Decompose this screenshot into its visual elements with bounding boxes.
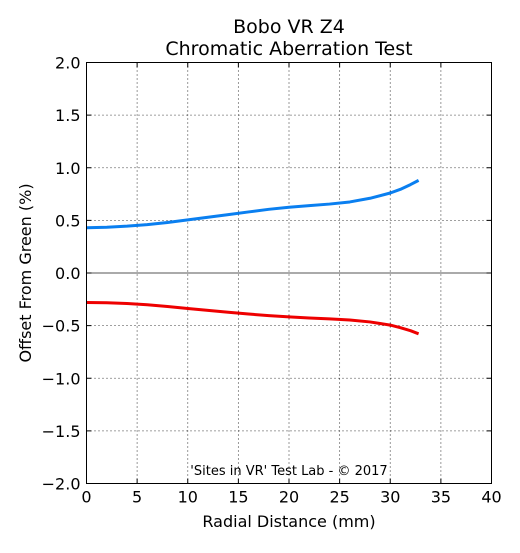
chart-subtitle: Chromatic Aberration Test	[165, 38, 412, 60]
plot-frame	[86, 62, 492, 484]
x-tick-label: 20	[279, 488, 299, 507]
y-tick-labels: −2.0 −1.5 −1.0 −0.5 0.0 0.5 1.0 1.5 2.0	[42, 54, 81, 494]
y-tick-label: 0.0	[55, 264, 80, 283]
x-tick-label: 0	[81, 488, 91, 507]
series-line-1	[86, 300, 420, 336]
y-axis-label: Offset From Green (%)	[16, 183, 35, 362]
y-tick-label: 1.0	[55, 159, 80, 178]
x-tick-label: 15	[228, 488, 248, 507]
y-tick-label: −0.5	[42, 317, 81, 336]
y-tick-label: −1.0	[42, 369, 81, 388]
y-tick-label: −2.0	[42, 475, 81, 494]
x-tick-label: 40	[481, 488, 501, 507]
y-tick-label: −1.5	[42, 422, 81, 441]
x-tick-label: 5	[132, 488, 142, 507]
x-tick-labels: 0 5 10 15 20 25 30 35 40	[81, 488, 501, 507]
series-line-0	[86, 179, 420, 230]
series-layer	[86, 179, 420, 336]
y-tick-label: 1.5	[55, 106, 80, 125]
chart-annotation: 'Sites in VR' Test Lab - © 2017	[190, 464, 387, 479]
x-axis-label: Radial Distance (mm)	[202, 512, 375, 531]
x-tick-label: 35	[431, 488, 451, 507]
x-tick-label: 30	[380, 488, 400, 507]
y-tick-label: 0.5	[55, 211, 80, 230]
y-tick-label: 2.0	[55, 54, 80, 73]
x-tick-label: 10	[178, 488, 198, 507]
chart-title: Bobo VR Z4	[233, 16, 345, 38]
x-tick-label: 25	[329, 488, 349, 507]
